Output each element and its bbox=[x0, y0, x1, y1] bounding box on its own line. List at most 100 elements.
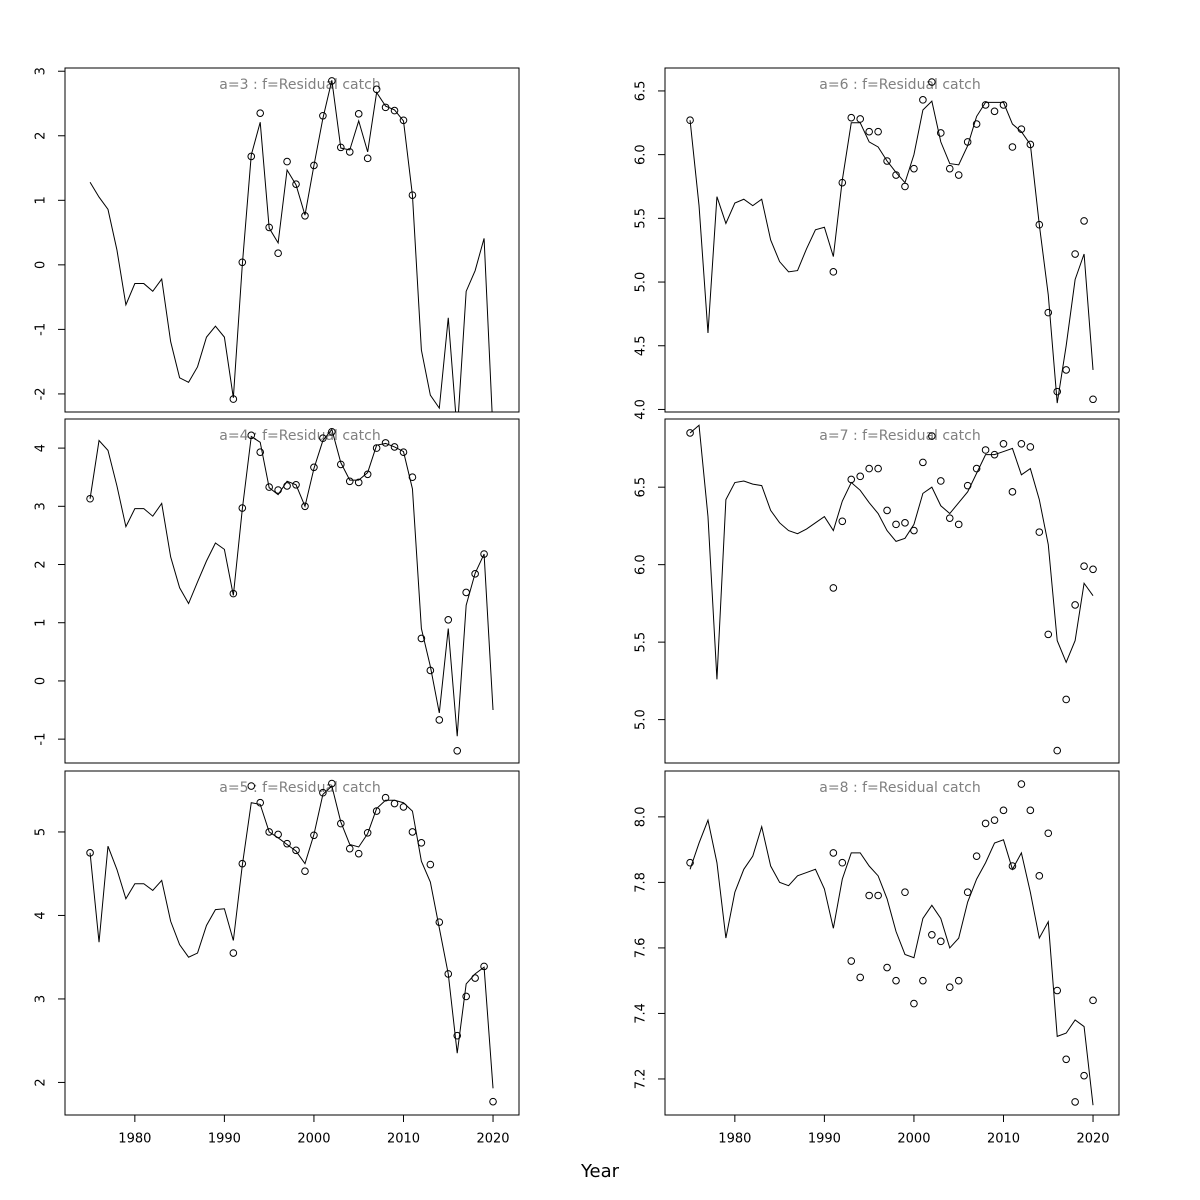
y-tick-label: 1 bbox=[34, 196, 49, 204]
observed-point bbox=[417, 634, 426, 643]
observed-point bbox=[1053, 746, 1062, 755]
panel-title: a=6 : f=Residual catch bbox=[819, 77, 980, 93]
observed-point bbox=[363, 470, 372, 479]
observed-point bbox=[838, 178, 847, 187]
y-tick-label: 0 bbox=[34, 677, 49, 685]
observed-point bbox=[901, 888, 909, 897]
observed-point bbox=[999, 101, 1008, 109]
observed-point bbox=[399, 116, 408, 125]
y-tick-label: 0 bbox=[34, 261, 49, 269]
panel-title: a=3 : f=Residual catch bbox=[219, 77, 380, 93]
observed-point bbox=[1071, 250, 1079, 258]
fitted-line bbox=[689, 100, 1094, 404]
observed-point bbox=[417, 839, 426, 847]
observed-point bbox=[283, 482, 291, 490]
observed-point bbox=[247, 431, 256, 440]
x-tick-label: 1980 bbox=[118, 1132, 151, 1147]
observed-point bbox=[363, 154, 372, 163]
observed-point bbox=[328, 428, 336, 436]
observed-point bbox=[954, 976, 963, 985]
observed-point bbox=[1071, 1098, 1079, 1106]
observed-point bbox=[838, 517, 847, 526]
y-tick-label: 5.0 bbox=[634, 272, 649, 293]
observed-point bbox=[910, 164, 918, 173]
observed-point bbox=[399, 803, 408, 811]
observed-point bbox=[981, 446, 990, 454]
observed-point bbox=[928, 432, 936, 440]
observed-point bbox=[274, 249, 282, 258]
observed-point bbox=[856, 973, 865, 982]
x-axis-label: Year bbox=[580, 1161, 620, 1182]
observed-point bbox=[1080, 562, 1088, 571]
y-tick-label: 3 bbox=[34, 502, 49, 510]
observed-point bbox=[247, 782, 256, 790]
observed-point bbox=[399, 448, 408, 456]
y-tick-label: 7.8 bbox=[634, 872, 649, 893]
y-tick-label: 3 bbox=[34, 67, 49, 75]
observed-point bbox=[390, 106, 399, 115]
observed-point bbox=[990, 450, 999, 459]
observed-point bbox=[1008, 143, 1017, 151]
plot-frame bbox=[64, 418, 520, 764]
observed-point bbox=[471, 570, 479, 578]
observed-point bbox=[229, 949, 238, 957]
x-tick-label: 1990 bbox=[808, 1132, 841, 1147]
observed-point bbox=[247, 152, 256, 161]
observed-point bbox=[1071, 601, 1079, 609]
observed-point bbox=[999, 439, 1008, 448]
observed-point bbox=[462, 588, 470, 597]
observed-point bbox=[256, 798, 265, 807]
x-tick-label: 2000 bbox=[297, 1132, 330, 1147]
observed-point bbox=[274, 830, 282, 839]
observed-point bbox=[337, 819, 345, 828]
observed-point bbox=[381, 103, 390, 112]
observed-point bbox=[345, 477, 354, 486]
observed-point bbox=[1062, 1055, 1070, 1064]
observed-point bbox=[1062, 695, 1070, 704]
fitted-line bbox=[89, 428, 494, 737]
observed-point bbox=[256, 109, 265, 117]
observed-point bbox=[1017, 780, 1026, 788]
observed-point bbox=[292, 180, 300, 188]
observed-point bbox=[337, 143, 345, 152]
observed-point bbox=[954, 171, 963, 179]
observed-point bbox=[229, 589, 238, 598]
observed-point bbox=[874, 891, 882, 900]
y-tick-label: 4 bbox=[34, 911, 49, 919]
observed-point bbox=[381, 439, 390, 447]
observed-point bbox=[856, 472, 865, 481]
observed-point bbox=[972, 852, 981, 860]
y-tick-label: 2 bbox=[34, 1078, 49, 1086]
observed-point bbox=[901, 519, 909, 527]
observed-point bbox=[390, 443, 399, 451]
observed-point bbox=[1008, 488, 1017, 496]
observed-point bbox=[1080, 1071, 1088, 1080]
observed-point bbox=[462, 992, 470, 1001]
observed-point bbox=[1026, 443, 1035, 451]
observed-point bbox=[426, 860, 435, 869]
y-tick-label: 4 bbox=[34, 444, 49, 452]
panel-title: a=4 : f=Residual catch bbox=[219, 428, 380, 444]
y-tick-label: 6.0 bbox=[634, 144, 649, 165]
y-tick-label: 7.6 bbox=[634, 938, 649, 959]
observed-point bbox=[937, 477, 945, 485]
y-tick-label: 6.0 bbox=[634, 554, 649, 575]
observed-point bbox=[238, 258, 247, 267]
observed-point bbox=[883, 506, 891, 515]
observed-point bbox=[838, 858, 847, 867]
observed-point bbox=[919, 458, 927, 467]
observed-point bbox=[945, 164, 954, 173]
observed-point bbox=[274, 486, 282, 494]
observed-point bbox=[480, 550, 488, 558]
panel-title: a=5 : f=Residual catch bbox=[219, 780, 380, 796]
observed-point bbox=[1008, 862, 1017, 870]
observed-point bbox=[238, 504, 247, 512]
x-tick-label: 1980 bbox=[718, 1132, 751, 1147]
observed-point bbox=[892, 171, 900, 179]
observed-point bbox=[363, 828, 372, 837]
observed-point bbox=[301, 502, 309, 511]
observed-point bbox=[337, 460, 345, 469]
y-tick-label: 7.4 bbox=[634, 1003, 649, 1024]
observed-point bbox=[883, 157, 891, 165]
